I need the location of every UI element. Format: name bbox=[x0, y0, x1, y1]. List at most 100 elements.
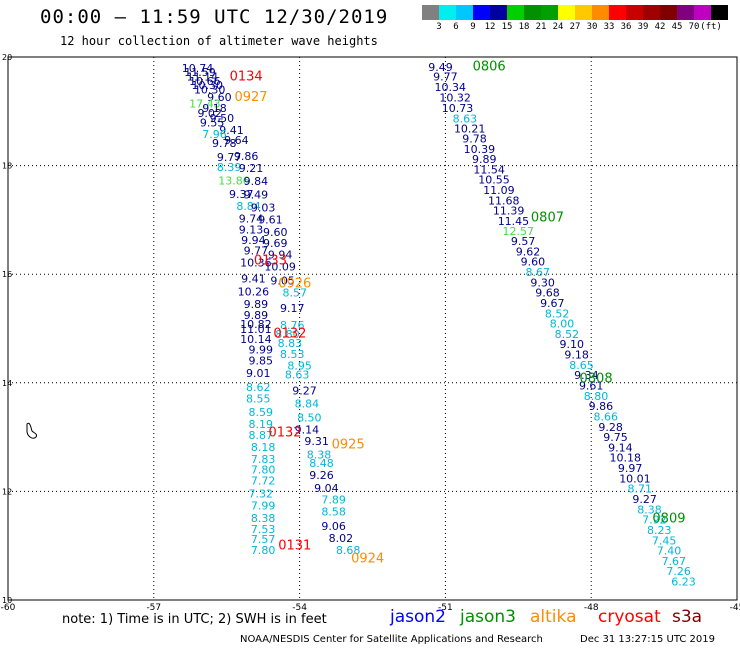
wave-height-value: 7.45 bbox=[652, 534, 677, 547]
wave-height-value: 9.41 bbox=[241, 273, 266, 286]
wave-height-value: 9.27 bbox=[632, 493, 657, 506]
wave-height-value: 8.84 bbox=[236, 200, 261, 213]
wave-height-value: 9.97 bbox=[618, 462, 643, 475]
wave-height-value: 9.64 bbox=[224, 134, 249, 147]
wave-height-value: 9.57 bbox=[511, 235, 536, 248]
wave-height-value: 7.80 bbox=[251, 544, 276, 557]
wave-height-value: 8.67 bbox=[525, 266, 550, 279]
wave-height-value: 9.18 bbox=[564, 349, 589, 362]
color-scale-label: 45 bbox=[671, 22, 683, 32]
wave-height-value: 9.84 bbox=[244, 175, 269, 188]
wave-height-value: 8.48 bbox=[309, 457, 334, 470]
color-scale-swatch bbox=[473, 5, 490, 20]
color-scale-labels: 3 6 9 12 15 18 21 24 27 30 33 36 39 42 45 70 (ft) bbox=[422, 22, 740, 36]
coastline-shape bbox=[26, 422, 37, 439]
legend-item-jason2: jason2 bbox=[390, 607, 446, 627]
plot-frame bbox=[7, 56, 738, 601]
pass-time-label: 0807 bbox=[531, 211, 564, 226]
x-tick-label: -45 bbox=[730, 603, 740, 613]
color-scale-label: 6 bbox=[453, 22, 459, 32]
wave-height-value: 9.17 bbox=[280, 302, 305, 315]
wave-height-value: 8.55 bbox=[246, 393, 271, 406]
y-tick-label: 14 bbox=[2, 379, 12, 388]
wave-height-value: 9.31 bbox=[304, 435, 329, 448]
legend-item-altika: altika bbox=[530, 607, 577, 627]
wave-height-value: 9.61 bbox=[579, 380, 604, 393]
color-scale-label: 27 bbox=[569, 22, 581, 32]
wave-height-value: 9.89 bbox=[472, 153, 497, 166]
wave-height-value: 8.00 bbox=[550, 318, 575, 331]
wave-height-value: 7.96 bbox=[202, 128, 227, 141]
wave-height-value: 11.01 bbox=[240, 323, 272, 336]
wave-height-value: 9.49 bbox=[244, 188, 269, 201]
legend-item-cryosat: cryosat bbox=[598, 607, 661, 627]
wave-height-value: 10.74 bbox=[182, 62, 214, 75]
wave-height-value: 9.89 bbox=[244, 298, 269, 311]
wave-height-value: 9.94 bbox=[268, 249, 293, 262]
color-scale-swatch bbox=[558, 5, 575, 20]
wave-height-value: 9.67 bbox=[540, 297, 565, 310]
footer-note: note: 1) Time is in UTC; 2) SWH is in fe… bbox=[62, 612, 327, 627]
pass-time-label: 0133 bbox=[254, 254, 287, 269]
wave-height-value: 9.94 bbox=[241, 234, 266, 247]
wave-height-value: 8.83 bbox=[278, 337, 303, 350]
x-tick-label: -51 bbox=[438, 603, 453, 613]
wave-height-value: 8.39 bbox=[217, 161, 242, 174]
wave-height-value: 9.06 bbox=[321, 520, 346, 533]
wave-height-value: 9.18 bbox=[202, 102, 227, 115]
wave-height-value: 10.26 bbox=[238, 286, 270, 299]
wave-height-value: 7.53 bbox=[251, 523, 276, 536]
wave-height-value: 8.71 bbox=[628, 483, 653, 496]
wave-height-value: 9.86 bbox=[234, 150, 259, 163]
wave-height-value: 13.86 bbox=[218, 174, 250, 187]
pass-time-label: 0926 bbox=[278, 276, 311, 291]
color-scale-swatch bbox=[507, 5, 524, 20]
wave-height-value: 10.30 bbox=[194, 84, 226, 97]
wave-height-value: 8.63 bbox=[453, 112, 478, 125]
wave-height-value: 9.03 bbox=[251, 201, 276, 214]
pass-time-label: 0809 bbox=[652, 511, 685, 526]
wave-height-value: 8.63 bbox=[285, 369, 310, 382]
wave-height-value: 7.57 bbox=[251, 533, 276, 546]
color-scale-swatch bbox=[677, 5, 694, 20]
wave-height-value: 11.14 bbox=[187, 71, 219, 84]
wave-height-value: 6.23 bbox=[671, 576, 696, 589]
wave-height-value: 9.37 bbox=[229, 188, 254, 201]
x-tick-label: -60 bbox=[1, 603, 16, 613]
wave-height-value: 9.30 bbox=[530, 276, 555, 289]
pass-time-label: 0134 bbox=[230, 69, 263, 84]
wave-height-value: 8.52 bbox=[545, 307, 570, 320]
color-scale-label: 18 bbox=[518, 22, 530, 32]
wave-height-value: 10.39 bbox=[464, 143, 496, 156]
pass-time-label: 0131 bbox=[278, 539, 311, 554]
page-subtitle: 12 hour collection of altimeter wave hei… bbox=[60, 34, 378, 48]
color-scale-swatch bbox=[575, 5, 592, 20]
wave-height-value: 9.75 bbox=[603, 431, 628, 444]
color-scale-swatch bbox=[524, 5, 541, 20]
wave-height-value: 9.04 bbox=[314, 482, 339, 495]
wave-height-value: 11.59 bbox=[184, 66, 216, 79]
wave-height-value: 11.39 bbox=[493, 205, 525, 218]
color-scale-label: 3 bbox=[436, 22, 442, 32]
color-scale-swatch bbox=[643, 5, 660, 20]
wave-height-value: 9.86 bbox=[589, 400, 614, 413]
wave-height-value: 11.54 bbox=[473, 163, 505, 176]
wave-height-value: 11.68 bbox=[488, 194, 520, 207]
wave-height-value: 8.53 bbox=[280, 348, 305, 361]
wave-height-value: 10.55 bbox=[478, 174, 510, 187]
wave-height-value: 9.01 bbox=[246, 367, 271, 380]
x-tick-label: -54 bbox=[292, 603, 307, 613]
wave-height-value: 8.59 bbox=[248, 406, 273, 419]
wave-height-value: 9.27 bbox=[292, 384, 317, 397]
wave-height-value: 9.13 bbox=[239, 224, 264, 237]
color-scale-swatch bbox=[626, 5, 643, 20]
pass-time-label: 0927 bbox=[234, 90, 267, 105]
pass-time-label: 0806 bbox=[473, 60, 506, 75]
wave-height-value: 10.32 bbox=[439, 92, 471, 105]
color-scale-label: 9 bbox=[470, 22, 476, 32]
wave-height-value: 7.99 bbox=[251, 500, 276, 513]
wave-height-value: 7.89 bbox=[321, 494, 346, 507]
wave-height-value: 9.14 bbox=[295, 423, 320, 436]
wave-height-value: 9.89 bbox=[244, 309, 269, 322]
